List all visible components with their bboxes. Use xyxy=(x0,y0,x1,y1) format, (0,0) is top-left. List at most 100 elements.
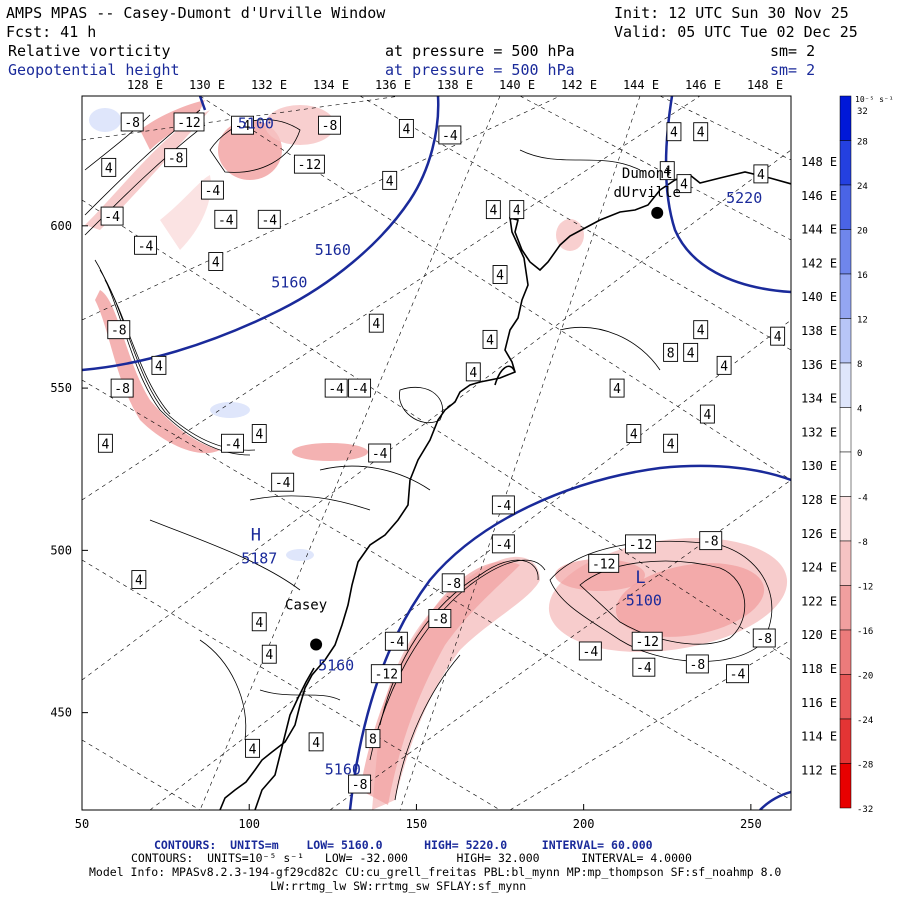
right-edge-label: 140 E xyxy=(801,290,837,304)
svg-text:-4: -4 xyxy=(225,437,241,452)
vorticity-contour-label: -4 xyxy=(100,206,124,226)
svg-text:4: 4 xyxy=(613,382,621,397)
vorticity-contour-label: 4 xyxy=(485,200,501,220)
vorticity-contour-label: 4 xyxy=(693,122,709,142)
longitude-label: 132 E xyxy=(251,78,287,92)
vorticity-contour-label: -8 xyxy=(120,112,144,132)
vorticity-label-layer: -8 -12 -4 -8-8 -124-4-4 -4 -4-444 -444 444 4444-8… xyxy=(97,112,786,794)
svg-text:-8: -8 xyxy=(352,778,368,793)
vorticity-contour-label: 4 xyxy=(465,362,481,382)
longitude-label: 138 E xyxy=(437,78,473,92)
vorticity-contour-label: -4 xyxy=(271,472,295,492)
height-contour-label: 5187 xyxy=(241,549,277,567)
station-layer: Dumont dUrville Casey xyxy=(285,166,681,651)
station-name: Dumont xyxy=(622,166,673,182)
vorticity-shading xyxy=(85,100,788,810)
height-contour-label: 5160 xyxy=(271,273,307,291)
svg-text:4: 4 xyxy=(249,742,257,757)
right-edge-label: 146 E xyxy=(801,189,837,203)
colorbar-swatch xyxy=(839,407,852,453)
colorbar-label: -24 xyxy=(857,716,873,726)
colorbar-swatch xyxy=(839,674,852,720)
svg-text:4: 4 xyxy=(774,330,782,345)
vorticity-contour-label: 4 xyxy=(683,342,699,362)
right-edge-label: 134 E xyxy=(801,392,837,406)
vorticity-contour-label: 4 xyxy=(699,404,715,424)
svg-text:4: 4 xyxy=(386,174,394,189)
pressure-extremum-marker: H xyxy=(251,526,261,546)
svg-text:-12: -12 xyxy=(375,668,398,683)
field1-name: Relative vorticity xyxy=(8,42,171,60)
vorticity-contour-label: -4 xyxy=(348,378,372,398)
svg-text:-4: -4 xyxy=(496,499,512,514)
forecast-hour: Fcst: 41 h xyxy=(6,23,97,41)
colorbar-swatch xyxy=(839,629,852,675)
longitude-label: 144 E xyxy=(623,78,659,92)
vorticity-contour-label: 4 xyxy=(101,157,117,177)
longitude-label: 130 E xyxy=(189,78,225,92)
vorticity-contour-label: 4 xyxy=(208,252,224,271)
vorticity-contour-label: -12 xyxy=(588,553,620,573)
vorticity-contour-label: -12 xyxy=(293,154,325,174)
svg-text:4: 4 xyxy=(757,168,765,183)
right-edge-label: 126 E xyxy=(801,527,837,541)
vorticity-contour-label: -8 xyxy=(685,654,709,674)
svg-text:4: 4 xyxy=(697,126,705,141)
svg-text:4: 4 xyxy=(687,346,695,361)
chart-title: AMPS MPAS -- Casey-Dumont d'Urville Wind… xyxy=(6,4,386,22)
vorticity-contour-label: 4 xyxy=(382,170,398,190)
vorticity-contour-label: -8 xyxy=(428,609,452,628)
right-edge-label: 138 E xyxy=(801,324,837,338)
vorticity-contour-label: -4 xyxy=(632,657,656,677)
svg-text:4: 4 xyxy=(513,204,521,219)
colorbar-label: 24 xyxy=(857,182,868,192)
vorticity-contour-info: CONTOURS: UNITS=10⁻⁵ s⁻¹ LOW= -32.000 HI… xyxy=(131,851,692,865)
colorbar-label: -8 xyxy=(857,538,868,548)
height-contour-info: CONTOURS: UNITS=m LOW= 5160.0 HIGH= 5220… xyxy=(154,838,653,852)
svg-text:4: 4 xyxy=(105,161,113,176)
station-name-line2: dUrville xyxy=(614,185,681,201)
model-info-line2: LW:rrtmg_lw SW:rrtmg_sw SFLAY:sf_mynn xyxy=(270,879,527,893)
vorticity-contour-label: 4 xyxy=(151,355,167,375)
colorbar-swatch xyxy=(839,140,852,186)
vorticity-contour-label: -4 xyxy=(384,631,408,651)
vorticity-contour-label: -12 xyxy=(370,664,402,684)
vorticity-contour-label: -8 xyxy=(348,774,372,794)
y-tick-label: 550 xyxy=(50,381,72,395)
vorticity-contour-label: -12 xyxy=(173,112,205,132)
svg-text:4: 4 xyxy=(312,736,320,751)
svg-text:4: 4 xyxy=(255,428,263,443)
vorticity-contour-label: -4 xyxy=(257,209,281,229)
vorticity-contour-label: -4 xyxy=(200,180,224,200)
colorbar-label: 0 xyxy=(857,449,862,459)
colorbar-unit: 10⁻⁵ s⁻¹ xyxy=(855,95,894,104)
colorbar-label: 16 xyxy=(857,271,868,281)
svg-text:-4: -4 xyxy=(496,538,512,553)
station-marker xyxy=(310,638,323,651)
vorticity-contour-label: -4 xyxy=(438,125,462,145)
colorbar-label: 12 xyxy=(857,316,868,326)
field1-level: at pressure = 500 hPa xyxy=(385,42,575,60)
svg-text:4: 4 xyxy=(496,269,504,284)
svg-text:4: 4 xyxy=(670,126,678,141)
colorbar-label: -32 xyxy=(857,805,873,815)
colorbar-swatch xyxy=(839,540,852,586)
svg-text:-4: -4 xyxy=(138,239,154,254)
colorbar-label: -16 xyxy=(857,627,873,637)
svg-text:4: 4 xyxy=(101,437,109,452)
vorticity-contour-label: -4 xyxy=(491,495,515,515)
vorticity-contour-label: 4 xyxy=(251,424,267,443)
vorticity-contour-label: -4 xyxy=(726,664,749,684)
height-contour-label: 5160 xyxy=(315,241,351,259)
svg-text:-4: -4 xyxy=(235,119,251,134)
y-tick-label: 600 xyxy=(50,219,72,233)
svg-text:-8: -8 xyxy=(690,658,706,673)
right-edge-label: 128 E xyxy=(801,493,837,507)
right-edge-label: 142 E xyxy=(801,256,837,270)
vorticity-contour-label: -12 xyxy=(625,534,656,554)
longitude-label: 142 E xyxy=(561,78,597,92)
longitude-label: 148 E xyxy=(747,78,783,92)
colorbar-label: -4 xyxy=(857,494,868,504)
vorticity-contour-label: -4 xyxy=(491,534,515,554)
svg-text:-4: -4 xyxy=(583,645,599,660)
